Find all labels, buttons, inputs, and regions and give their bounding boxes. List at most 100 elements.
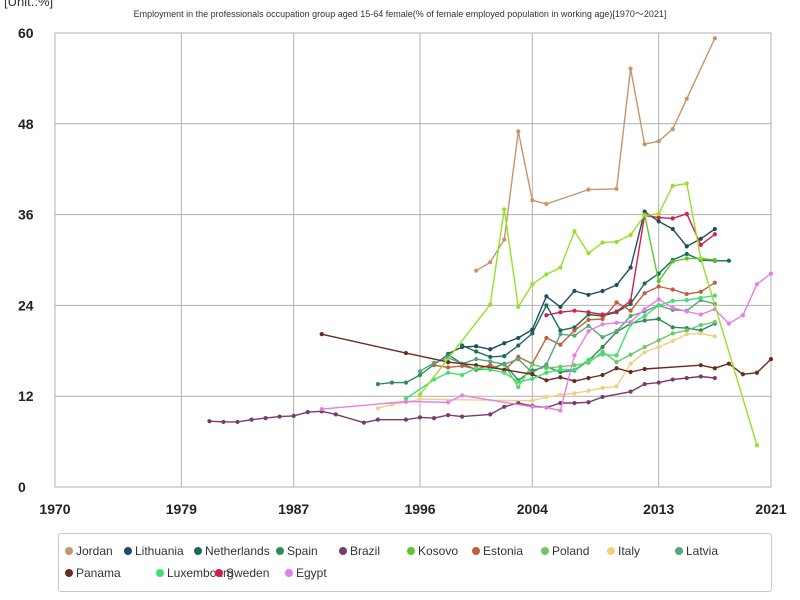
legend-item: Luxembourg bbox=[156, 566, 234, 580]
data-point bbox=[684, 309, 689, 314]
data-point bbox=[544, 313, 549, 318]
x-tick-label: 2021 bbox=[755, 501, 786, 517]
data-point bbox=[586, 187, 591, 192]
data-point bbox=[460, 343, 465, 348]
legend-entries: Jordan Lithuania Netherlands Spain Brazil Kos… bbox=[65, 544, 718, 580]
legend-label: Spain bbox=[287, 544, 318, 558]
data-point bbox=[698, 256, 703, 261]
data-point bbox=[600, 335, 605, 340]
data-point bbox=[516, 379, 521, 384]
data-point bbox=[474, 349, 479, 354]
data-point bbox=[207, 419, 212, 424]
data-point bbox=[698, 331, 703, 336]
data-point bbox=[417, 369, 423, 374]
data-point bbox=[502, 370, 507, 375]
series-line bbox=[461, 253, 729, 358]
series-line bbox=[447, 210, 716, 355]
data-point bbox=[754, 443, 760, 448]
data-point bbox=[263, 416, 268, 421]
data-point bbox=[628, 232, 633, 238]
y-tick-label: 0 bbox=[18, 479, 26, 495]
data-point bbox=[516, 335, 521, 341]
series-line bbox=[419, 299, 715, 374]
legend-item: Netherlands bbox=[194, 544, 270, 558]
data-point bbox=[488, 354, 493, 359]
data-point bbox=[558, 265, 563, 270]
data-point bbox=[460, 372, 465, 378]
data-point bbox=[698, 289, 703, 294]
data-point bbox=[319, 332, 324, 337]
data-point bbox=[656, 297, 661, 302]
data-point bbox=[502, 367, 507, 372]
data-point bbox=[572, 328, 577, 333]
data-point bbox=[698, 322, 703, 328]
data-point bbox=[445, 400, 451, 405]
data-point bbox=[670, 298, 675, 303]
data-point bbox=[642, 213, 647, 218]
legend-marker bbox=[156, 569, 164, 577]
data-point bbox=[375, 406, 381, 411]
data-point bbox=[361, 420, 366, 425]
data-point bbox=[656, 380, 661, 385]
data-point bbox=[502, 237, 507, 242]
data-point bbox=[656, 215, 661, 220]
data-point bbox=[558, 342, 563, 347]
data-point bbox=[558, 375, 563, 380]
data-point bbox=[684, 211, 689, 216]
data-point bbox=[558, 304, 563, 310]
data-point bbox=[600, 385, 605, 390]
data-point bbox=[445, 370, 451, 375]
data-point bbox=[502, 341, 507, 346]
data-point bbox=[670, 331, 675, 336]
legend-item: Egypt bbox=[285, 566, 327, 580]
data-point bbox=[670, 216, 675, 221]
data-point bbox=[474, 363, 479, 368]
data-point bbox=[586, 357, 591, 362]
data-point bbox=[600, 349, 605, 354]
data-point bbox=[614, 384, 619, 389]
data-point bbox=[544, 335, 549, 341]
legend-marker bbox=[285, 569, 293, 577]
data-point bbox=[712, 36, 717, 41]
data-point bbox=[417, 372, 423, 378]
data-point bbox=[403, 380, 409, 385]
data-point bbox=[600, 394, 605, 400]
legend-label: Egypt bbox=[296, 566, 327, 580]
legend-box bbox=[58, 533, 772, 592]
data-point bbox=[656, 211, 661, 216]
legend-label: Luxembourg bbox=[167, 566, 234, 580]
data-point bbox=[488, 359, 493, 364]
data-point bbox=[389, 380, 395, 385]
data-point bbox=[642, 350, 647, 355]
data-point bbox=[319, 406, 324, 412]
data-point bbox=[502, 353, 507, 359]
data-point bbox=[628, 319, 633, 325]
data-point bbox=[628, 66, 633, 71]
data-point bbox=[614, 239, 619, 244]
data-point bbox=[235, 419, 240, 425]
data-point bbox=[403, 350, 409, 356]
data-point bbox=[698, 236, 703, 241]
data-point bbox=[600, 240, 605, 245]
data-point bbox=[740, 313, 746, 318]
legend-item: Jordan bbox=[65, 544, 113, 558]
data-point bbox=[684, 291, 689, 297]
data-point bbox=[656, 303, 661, 308]
data-point bbox=[516, 304, 521, 310]
series-spain bbox=[375, 316, 717, 387]
data-point bbox=[670, 287, 675, 292]
data-point bbox=[628, 265, 633, 270]
legend-marker bbox=[276, 547, 284, 555]
data-point bbox=[544, 394, 549, 400]
data-point bbox=[712, 334, 717, 339]
data-point bbox=[614, 329, 619, 334]
data-point bbox=[628, 389, 633, 394]
legend-marker bbox=[675, 547, 683, 555]
data-point bbox=[544, 366, 549, 371]
data-point bbox=[712, 280, 717, 285]
data-point bbox=[403, 417, 409, 422]
data-point bbox=[712, 366, 717, 371]
data-point bbox=[642, 344, 647, 350]
data-point bbox=[586, 375, 591, 381]
data-point bbox=[572, 400, 577, 406]
